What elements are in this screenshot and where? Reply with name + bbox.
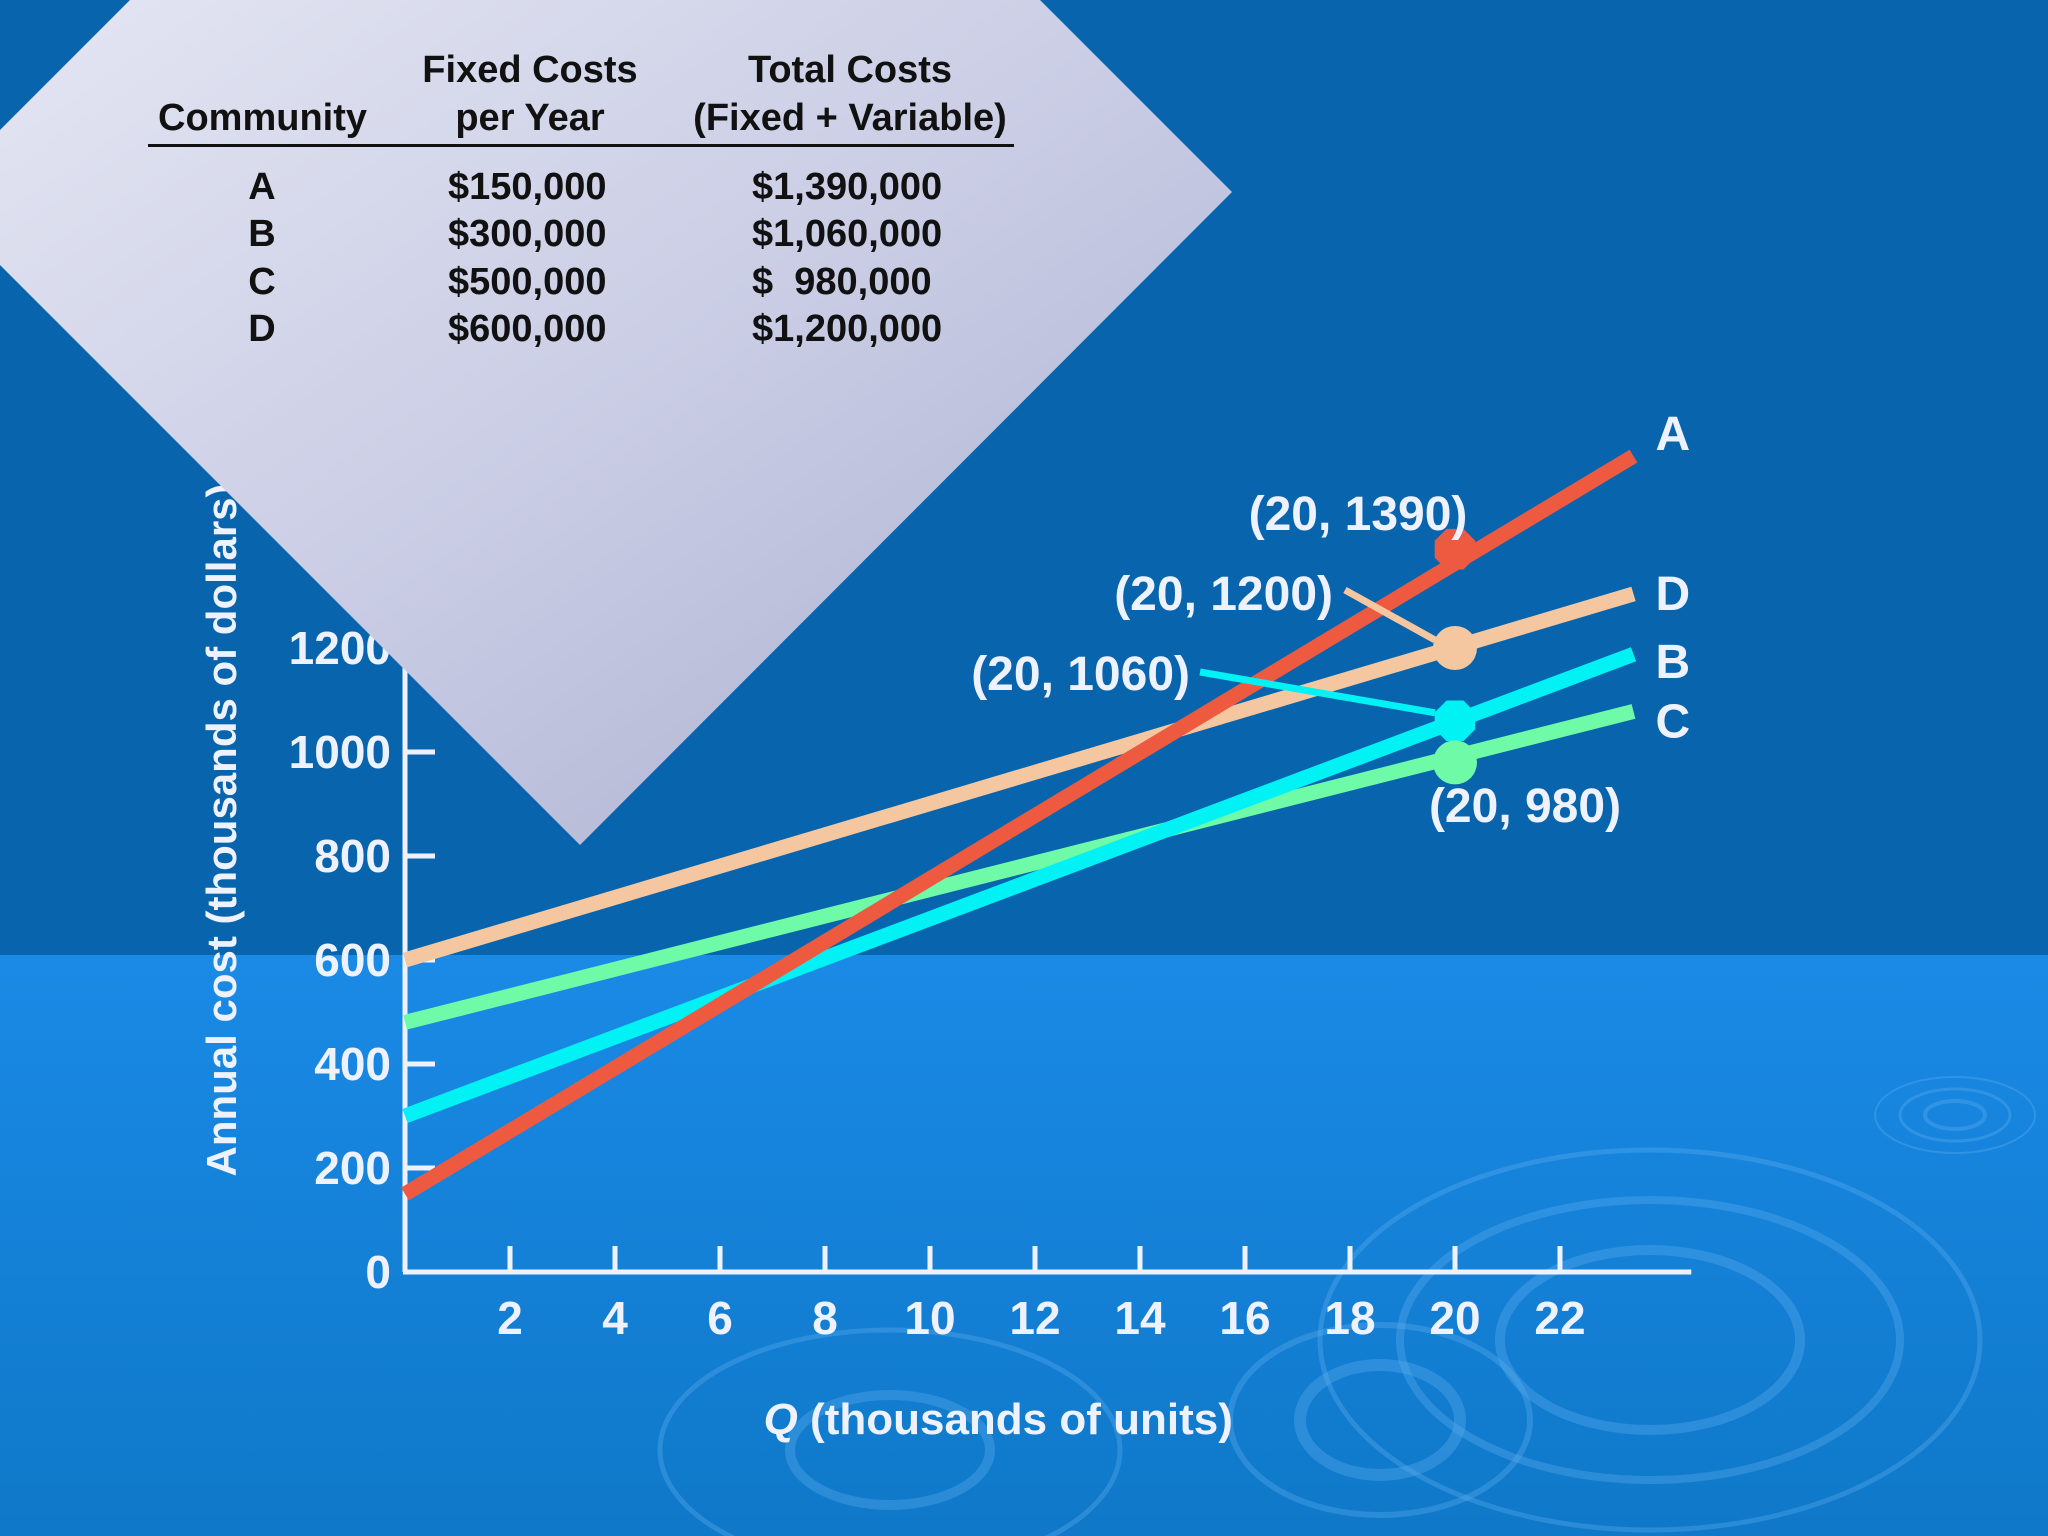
y-tick-label: 800	[314, 830, 391, 882]
series-end-label: B	[1656, 636, 1691, 689]
x-tick-label: 16	[1219, 1292, 1270, 1344]
row-community: A	[248, 166, 276, 208]
x-tick-label: 20	[1429, 1292, 1480, 1344]
header-rule	[148, 144, 1014, 147]
series-line-a	[401, 449, 1638, 1201]
y-tick-label: 1000	[289, 726, 391, 778]
chart-series-layer	[401, 449, 1638, 1201]
header-fixed-line1: Fixed Costs	[422, 49, 638, 91]
x-axis-label-italic: Q	[764, 1395, 798, 1444]
header-fixed-line2: per Year	[455, 97, 605, 139]
table-panel	[0, 0, 1232, 845]
y-tick-label: 0	[365, 1246, 391, 1298]
row-community: D	[248, 308, 276, 350]
row-fixed: $300,000	[448, 213, 607, 255]
series-line-c	[403, 704, 1636, 1030]
point-connector	[1199, 668, 1436, 717]
x-tick-label: 8	[812, 1292, 838, 1344]
chart-axes: 2 4 6 8 10 12 14 16 18 20 22020040060080010001200Q…	[198, 440, 1692, 1444]
x-tick-label: 2	[497, 1292, 523, 1344]
row-total: $ 980,000	[752, 261, 932, 303]
series-end-label: D	[1656, 568, 1691, 621]
x-axis-label: Q (thousands of units)	[764, 1395, 1233, 1444]
point-coordinate-label: (20, 1200)	[1114, 568, 1333, 621]
row-fixed: $500,000	[448, 261, 607, 303]
highlight-point-marker	[1433, 740, 1477, 785]
header-total-line1: Total Costs	[747, 49, 953, 91]
x-tick-label: 12	[1009, 1292, 1060, 1344]
y-axis-label: Annual cost (thousands of dollars)	[198, 483, 245, 1176]
highlight-point-marker	[1434, 700, 1476, 742]
row-total: $1,200,000	[752, 308, 943, 350]
y-tick-label: 400	[314, 1038, 391, 1090]
row-total: $1,390,000	[752, 166, 943, 208]
row-community: B	[248, 213, 276, 255]
ripple-decoration	[657, 1076, 2036, 1536]
series-end-label: A	[1656, 408, 1691, 461]
x-tick-label: 6	[707, 1292, 733, 1344]
cost-table: Community Fixed Costs per Year Total Cos…	[0, 0, 1100, 380]
chart-overlay-layer: A DBC (20, 1390) (20, 1200) (20, 1060) (20, 9…	[971, 408, 1690, 833]
y-tick-label: 200	[314, 1142, 391, 1194]
x-tick-label: 4	[602, 1292, 628, 1344]
point-connector	[1343, 586, 1437, 644]
x-axis-label-rest: (thousands of units)	[798, 1395, 1233, 1444]
header-total-line2: (Fixed + Variable)	[693, 97, 1007, 139]
series-end-label: C	[1656, 695, 1691, 748]
header-community: Community	[158, 97, 367, 139]
series-line-b	[402, 647, 1637, 1124]
background-bottom	[0, 955, 2048, 1536]
highlight-point-marker	[1433, 626, 1477, 670]
row-total: $1,060,000	[752, 213, 943, 255]
row-fixed: $150,000	[448, 166, 607, 208]
row-community: C	[248, 261, 276, 303]
x-tick-label: 22	[1534, 1292, 1585, 1344]
point-coordinate-label: (20, 1390)	[1249, 488, 1468, 541]
point-coordinate-label: (20, 980)	[1429, 780, 1621, 833]
series-line-d	[402, 586, 1636, 968]
point-coordinate-label: (20, 1060)	[971, 648, 1190, 701]
y-tick-label: 600	[314, 934, 391, 986]
x-tick-label: 14	[1114, 1292, 1166, 1344]
x-tick-label: 10	[904, 1292, 955, 1344]
row-fixed: $600,000	[448, 308, 607, 350]
x-tick-label: 18	[1324, 1292, 1375, 1344]
highlight-point-marker	[1434, 528, 1476, 570]
